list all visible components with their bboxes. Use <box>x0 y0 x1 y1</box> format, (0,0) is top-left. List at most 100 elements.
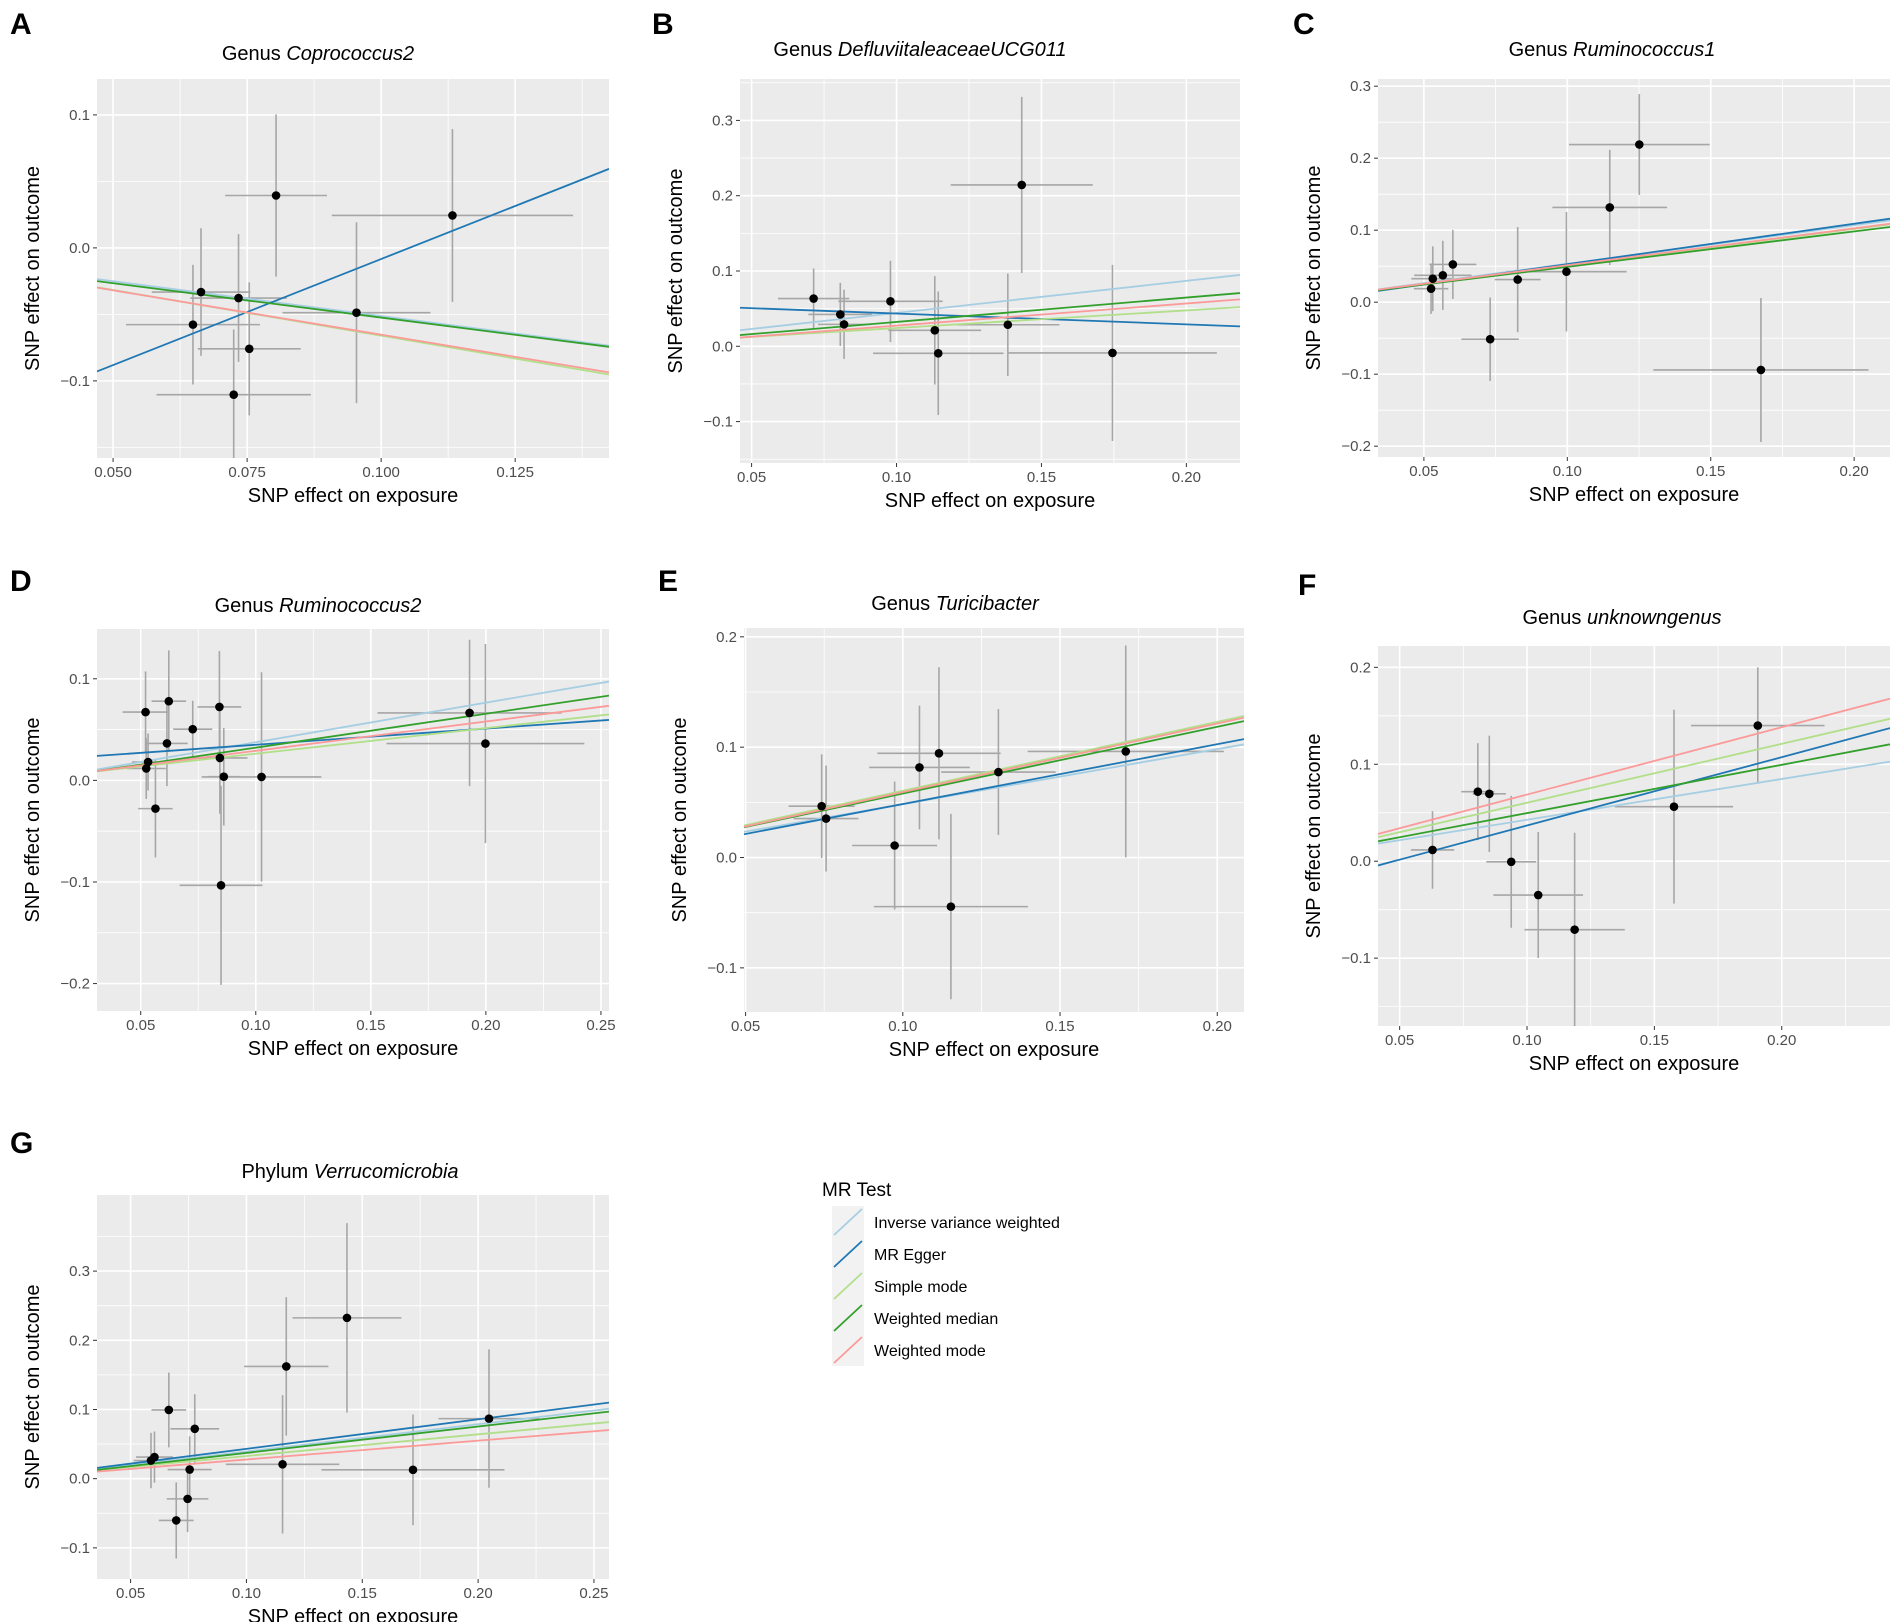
mr-line-mr-egger <box>97 168 609 373</box>
y-axis-title: SNP effect on outcome <box>665 169 687 374</box>
mr-line-simple-mode <box>740 306 1240 339</box>
panel-title-taxon: Ruminococcus2 <box>279 595 421 617</box>
y-tick-label: 0.1 <box>69 671 90 688</box>
legend-label: Simple mode <box>874 1279 967 1296</box>
x-tick-label: 0.10 <box>232 1585 261 1602</box>
panel-title-taxon: Verrucomicrobia <box>314 1161 459 1183</box>
x-tick-label: 0.05 <box>737 469 766 486</box>
panel-title-prefix: Genus <box>1522 607 1586 629</box>
y-tick-label: 0.0 <box>712 338 733 355</box>
data-point <box>946 902 956 911</box>
legend-label: Weighted median <box>874 1311 998 1328</box>
panel-title-prefix: Genus <box>215 595 279 617</box>
x-tick-label: 0.100 <box>362 464 400 481</box>
panel-title-taxon: unknowngenus <box>1587 607 1722 629</box>
panel-title-taxon: Coprococcus2 <box>286 43 414 65</box>
y-tick-label: 0.3 <box>1350 78 1371 95</box>
legend-swatch-line <box>833 1208 863 1236</box>
y-axis-title: SNP effect on outcome <box>22 166 44 371</box>
data-point <box>146 1456 156 1465</box>
mr-line-simple-mode <box>1378 717 1890 839</box>
data-point <box>1533 890 1543 900</box>
y-tick-label: 0.0 <box>69 1471 90 1488</box>
x-tick-label: 0.25 <box>586 1017 615 1034</box>
y-tick-label: 0.0 <box>1350 294 1371 311</box>
data-point <box>1017 180 1027 190</box>
legend-label: Inverse variance weighted <box>874 1215 1060 1232</box>
data-point <box>183 1494 192 1504</box>
data-point <box>1121 747 1131 756</box>
mr-line-weighted-median <box>97 694 609 772</box>
data-point <box>1428 274 1438 284</box>
panel-letter: G <box>10 1127 33 1160</box>
mr-line-mr-egger <box>97 1401 609 1469</box>
y-axis-title: SNP effect on outcome <box>669 718 691 923</box>
data-point <box>151 804 160 813</box>
panel-title: Genus Ruminococcus2 <box>215 595 422 617</box>
x-tick-label: 0.10 <box>241 1017 270 1034</box>
legend-item: Weighted median <box>832 1302 998 1334</box>
x-tick-label: 0.20 <box>464 1585 493 1602</box>
x-tick-label: 0.075 <box>228 464 266 481</box>
data-point <box>190 1424 200 1434</box>
x-tick-label: 0.125 <box>496 464 534 481</box>
x-tick-label: 0.05 <box>1409 463 1438 480</box>
y-tick-label: 0.3 <box>69 1263 90 1280</box>
y-tick-label: 0.3 <box>712 112 733 129</box>
x-tick-label: 0.15 <box>1640 1032 1669 1049</box>
data-point <box>1513 275 1522 284</box>
y-tick-label: 0.2 <box>1350 150 1371 167</box>
mr-line-inverse-variance-weighted <box>97 680 609 771</box>
data-point <box>164 1405 174 1415</box>
legend-swatch-line <box>833 1240 863 1268</box>
y-tick-label: −0.1 <box>703 414 733 431</box>
x-axis-title: SNP effect on exposure <box>248 1606 459 1622</box>
x-tick-label: 0.20 <box>471 1017 500 1034</box>
data-layer <box>1378 667 1890 1026</box>
y-tick-label: 0.1 <box>69 107 90 124</box>
x-axis-title: SNP effect on exposure <box>885 490 1096 512</box>
data-point <box>1003 320 1013 330</box>
y-tick-label: 0.0 <box>716 850 737 867</box>
data-point <box>188 320 198 329</box>
data-layer <box>97 114 609 458</box>
y-tick-label: −0.1 <box>60 874 90 891</box>
mr-line-weighted-median <box>740 292 1240 336</box>
data-point <box>915 763 924 772</box>
panel-letter: A <box>10 8 32 41</box>
data-point <box>1753 721 1763 730</box>
panel-title: Genus DefluviitaleaceaeUCG011 <box>773 39 1066 61</box>
data-point <box>171 1516 181 1525</box>
y-tick-label: 0.0 <box>69 772 90 789</box>
data-point <box>162 739 172 748</box>
data-point <box>219 772 229 782</box>
mr-line-mr-egger <box>1378 727 1890 867</box>
mr-line-weighted-median <box>1378 743 1890 843</box>
x-tick-label: 0.15 <box>1696 463 1725 480</box>
plot-background <box>97 1195 609 1579</box>
legend-swatch-line <box>833 1336 863 1364</box>
x-axis-title: SNP effect on exposure <box>248 1038 459 1060</box>
data-point <box>1669 802 1679 812</box>
x-tick-label: 0.10 <box>882 469 911 486</box>
panel-letter: E <box>658 565 678 598</box>
data-point <box>164 696 174 706</box>
legend-item: Simple mode <box>832 1270 967 1302</box>
data-point <box>886 297 895 306</box>
data-point <box>196 287 206 297</box>
data-point <box>821 814 831 823</box>
y-tick-label: −0.1 <box>1341 366 1371 383</box>
data-point <box>933 348 943 358</box>
mr-line-simple-mode <box>744 715 1244 827</box>
panel-title-taxon: Ruminococcus1 <box>1573 39 1715 61</box>
legend-label: Weighted mode <box>874 1343 986 1360</box>
mr-line-simple-mode <box>97 713 609 773</box>
x-axis-title: SNP effect on exposure <box>889 1039 1100 1061</box>
data-point <box>408 1465 418 1475</box>
mr-line-weighted-median <box>744 720 1244 829</box>
legend-title: MR Test <box>822 1180 892 1201</box>
data-point <box>234 293 243 303</box>
x-tick-label: 0.20 <box>1767 1032 1796 1049</box>
data-point <box>1428 845 1437 855</box>
x-tick-label: 0.05 <box>731 1018 760 1035</box>
